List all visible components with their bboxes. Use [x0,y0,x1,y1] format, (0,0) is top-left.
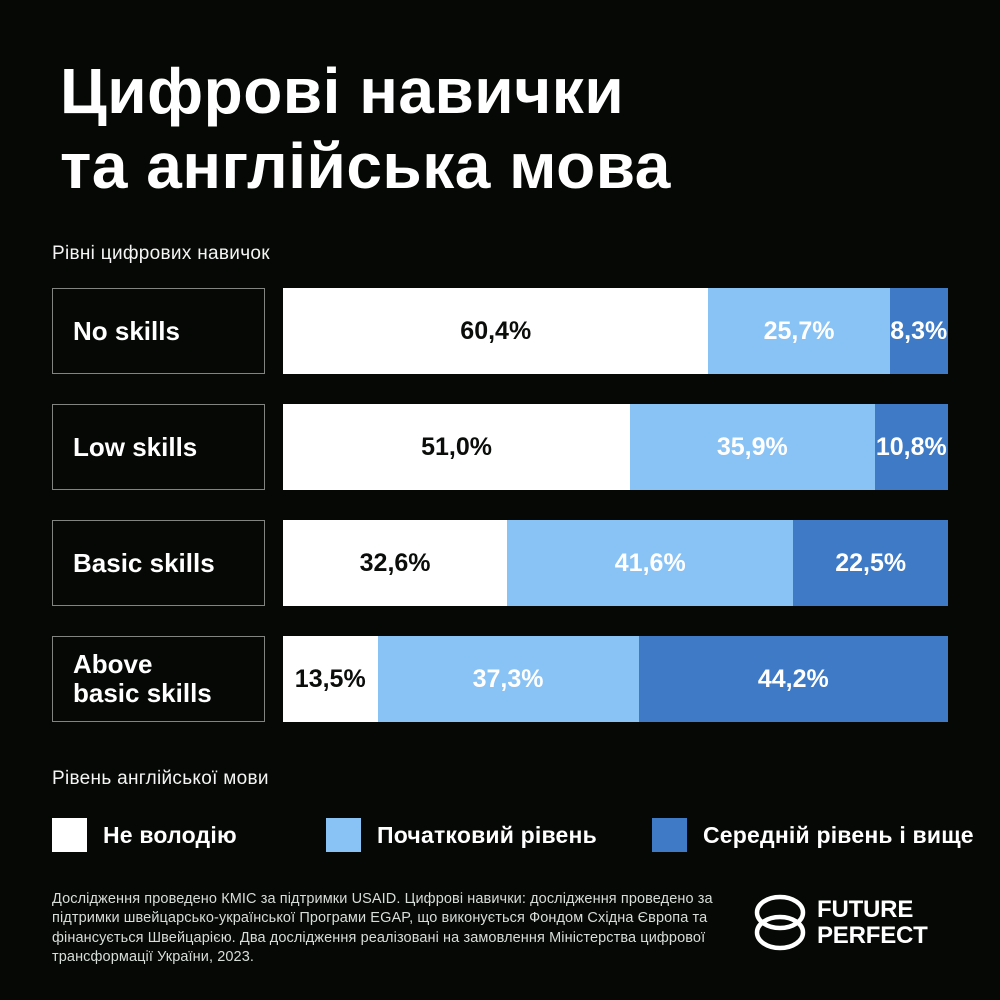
future-perfect-logo-text: FUTURE PERFECT [817,897,928,948]
page-title: Цифрові навички та англійська мова [60,54,671,204]
chart-row-no-skills: No skills 60,4% 25,7% 8,3% [52,288,948,374]
chart-row-basic-skills: Basic skills 32,6% 41,6% 22,5% [52,520,948,606]
legend-swatch-white [52,818,87,852]
bar-segment-beginner-english: 25,7% [708,288,890,374]
future-perfect-logo: FUTURE PERFECT [754,894,928,951]
bar-segment-no-english: 13,5% [283,636,378,722]
english-level-legend-label: Рівень англійської мови [52,768,269,789]
logo-text-line-2: PERFECT [817,921,928,949]
legend: Не володію Початковий рівень Середній рі… [0,818,1000,852]
bar-no-skills: 60,4% 25,7% 8,3% [283,288,948,374]
bar-above-basic-skills: 13,5% 37,3% 44,2% [283,636,948,722]
category-label-low-skills: Low skills [52,404,265,490]
page-title-line-1: Цифрові навички [60,55,625,127]
bar-segment-no-english: 32,6% [283,520,508,606]
bar-basic-skills: 32,6% 41,6% 22,5% [283,520,948,606]
legend-item-label: Початковий рівень [377,821,597,848]
bar-segment-intermediate-english: 22,5% [793,520,948,606]
bar-segment-intermediate-english: 44,2% [638,636,948,722]
legend-swatch-light-blue [326,818,361,852]
chart-row-above-basic-skills: Above basic skills 13,5% 37,3% 44,2% [52,636,948,722]
logo-text-line-1: FUTURE [817,895,914,923]
category-label-basic-skills: Basic skills [52,520,265,606]
legend-item-no-english: Не володію [52,818,237,852]
page-title-line-2: та англійська мова [60,129,671,202]
future-perfect-logo-icon [754,894,806,951]
legend-item-label: Середній рівень і вище [703,821,974,848]
legend-item-intermediate-english: Середній рівень і вище [652,818,974,852]
legend-item-beginner-english: Початковий рівень [326,818,597,852]
bar-segment-beginner-english: 35,9% [630,404,875,490]
legend-swatch-dark-blue [652,818,687,852]
legend-item-label: Не володію [103,821,237,848]
bar-segment-intermediate-english: 8,3% [889,288,948,374]
bar-segment-no-english: 60,4% [283,288,709,374]
bar-segment-no-english: 51,0% [283,404,631,490]
category-label-above-basic-skills: Above basic skills [52,636,265,722]
chart-row-low-skills: Low skills 51,0% 35,9% 10,8% [52,404,949,490]
bar-segment-intermediate-english: 10,8% [874,404,949,490]
stacked-bar-chart: No skills 60,4% 25,7% 8,3% Low skills 51… [52,288,949,722]
bar-low-skills: 51,0% 35,9% 10,8% [283,404,949,490]
research-attribution-text: Дослідження проведено КМІС за підтримки … [52,891,713,965]
category-label-no-skills: No skills [52,288,265,374]
bar-segment-beginner-english: 37,3% [377,636,639,722]
bar-segment-beginner-english: 41,6% [507,520,794,606]
digital-skills-section-label: Рівні цифрових навичок [52,243,270,264]
